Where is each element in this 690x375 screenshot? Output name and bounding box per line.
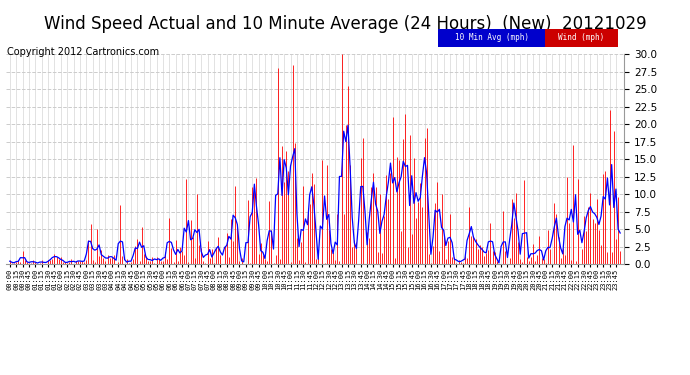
Text: Copyright 2012 Cartronics.com: Copyright 2012 Cartronics.com: [7, 47, 159, 57]
Text: 10 Min Avg (mph): 10 Min Avg (mph): [455, 33, 529, 42]
Text: Wind Speed Actual and 10 Minute Average (24 Hours)  (New)  20121029: Wind Speed Actual and 10 Minute Average …: [43, 15, 647, 33]
Text: Wind (mph): Wind (mph): [558, 33, 604, 42]
